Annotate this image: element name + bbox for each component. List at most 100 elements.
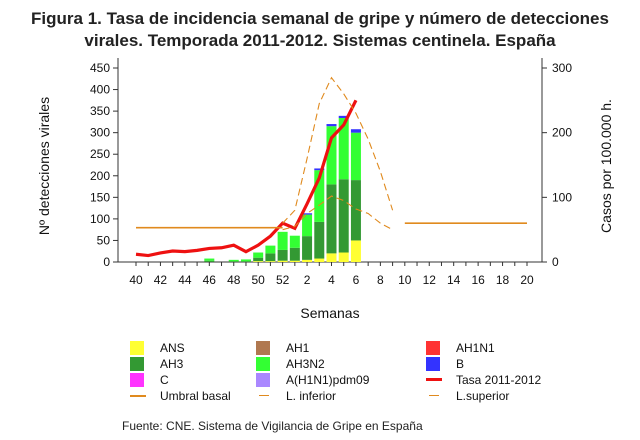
bar-segment-ah3 bbox=[265, 253, 276, 262]
legend-line-swatch bbox=[426, 378, 442, 381]
x-tick-label: 44 bbox=[178, 273, 192, 287]
legend-label: L.superior bbox=[456, 389, 510, 403]
bar-segment-b bbox=[326, 124, 337, 127]
bar-segment-ans bbox=[326, 253, 337, 262]
x-tick-label: 48 bbox=[227, 273, 241, 287]
bar-segment-ah3n2 bbox=[277, 231, 288, 250]
bar-segment-ah3n2 bbox=[338, 118, 349, 180]
legend-swatch bbox=[426, 357, 440, 371]
legend-swatch bbox=[130, 341, 144, 355]
bar-segment-ah3n2 bbox=[350, 132, 361, 181]
y-left-tick-label: 200 bbox=[90, 169, 110, 183]
x-tick-label: 8 bbox=[377, 273, 384, 287]
y-left-tick-label: 350 bbox=[90, 104, 110, 118]
bar-segment-ah3n2 bbox=[228, 259, 239, 262]
legend-label: AH1 bbox=[286, 341, 310, 355]
bar-segment-ah3 bbox=[338, 179, 349, 253]
title-line-2: virales. Temporada 2011-2012. Sistemas c… bbox=[84, 31, 556, 50]
bar-segment-ah3n2 bbox=[289, 235, 300, 248]
legend-label: A(H1N1)pdm09 bbox=[286, 373, 370, 387]
bar-segment-ah3 bbox=[289, 247, 300, 261]
bar-segment-ah3n2 bbox=[302, 214, 313, 237]
x-tick-label: 4 bbox=[328, 273, 335, 287]
legend-swatch bbox=[256, 341, 270, 355]
bar-segment-ans bbox=[302, 259, 313, 262]
x-tick-label: 50 bbox=[252, 273, 266, 287]
legend-label: AH3N2 bbox=[286, 357, 325, 371]
legend-label: AH1N1 bbox=[456, 341, 495, 355]
x-tick-label: 12 bbox=[423, 273, 437, 287]
x-tick-label: 14 bbox=[447, 273, 461, 287]
y-left-tick-label: 150 bbox=[90, 190, 110, 204]
chart-title: Figura 1. Tasa de incidencia semanal de … bbox=[0, 8, 640, 52]
y-axis-title-left: Nº detecciones virales bbox=[36, 97, 52, 235]
line-l--inferior bbox=[282, 195, 393, 231]
bar-segment-ans bbox=[253, 261, 264, 262]
bar-segment-b bbox=[350, 129, 361, 133]
y-left-tick-label: 300 bbox=[90, 126, 110, 140]
y-right-tick-label: 300 bbox=[552, 61, 572, 75]
bar-segment-ah3 bbox=[204, 260, 215, 262]
bar-segment-ans bbox=[350, 240, 361, 262]
legend-line-swatch bbox=[429, 395, 439, 396]
source-note: Fuente: CNE. Sistema de Vigilancia de Gr… bbox=[122, 419, 423, 433]
y-left-tick-label: 0 bbox=[103, 255, 110, 269]
legend-label: B bbox=[456, 357, 465, 371]
bar-segment-ah3 bbox=[326, 184, 337, 254]
x-tick-label: 40 bbox=[129, 273, 143, 287]
x-axis-title: Semanas bbox=[300, 305, 359, 321]
x-tick-label: 16 bbox=[471, 273, 485, 287]
bar-segment-b bbox=[302, 213, 313, 215]
legend-line-swatch bbox=[130, 395, 146, 397]
y-left-tick-label: 250 bbox=[90, 147, 110, 161]
bar-segment-ah3 bbox=[314, 221, 325, 259]
y-left-tick-label: 400 bbox=[90, 83, 110, 97]
x-tick-label: 10 bbox=[398, 273, 412, 287]
legend-swatch bbox=[130, 357, 144, 371]
x-tick-label: 46 bbox=[203, 273, 217, 287]
bar-segment-ans bbox=[277, 260, 288, 262]
bar-segment-ah3 bbox=[350, 180, 361, 241]
legend-label: Umbral basal bbox=[160, 389, 231, 403]
x-tick-label: 18 bbox=[496, 273, 510, 287]
bar-segment-ah3n2 bbox=[314, 170, 325, 222]
line-tasa-2011-2012 bbox=[135, 99, 358, 258]
legend-label: ANS bbox=[160, 341, 185, 355]
bar-segment-ah3n2 bbox=[253, 252, 264, 258]
x-tick-label: 2 bbox=[304, 273, 311, 287]
y-left-tick-label: 50 bbox=[97, 233, 111, 247]
x-tick-label: 52 bbox=[276, 273, 290, 287]
y-right-tick-label: 100 bbox=[552, 190, 572, 204]
bar-segment-b bbox=[314, 168, 325, 171]
legend-label: Tasa 2011-2012 bbox=[456, 373, 542, 387]
bar-segment-ans bbox=[314, 258, 325, 262]
y-axis-title-right: Casos por 100.000 h. bbox=[598, 99, 614, 233]
bar-segment-ah3 bbox=[302, 236, 313, 260]
x-tick-label: 20 bbox=[520, 273, 534, 287]
legend-line-swatch bbox=[259, 395, 269, 396]
bar-segment-ah3 bbox=[240, 261, 251, 262]
x-tick-label: 6 bbox=[353, 273, 360, 287]
legend-swatch bbox=[256, 373, 270, 387]
bar-segment-ah3 bbox=[228, 261, 239, 262]
legend-label: C bbox=[160, 373, 169, 387]
legend-swatch bbox=[256, 357, 270, 371]
line-l-superior bbox=[282, 76, 394, 224]
x-tick-label: 42 bbox=[154, 273, 168, 287]
y-right-tick-label: 0 bbox=[552, 255, 559, 269]
title-line-1: Figura 1. Tasa de incidencia semanal de … bbox=[31, 9, 609, 28]
bar-segment-ah3 bbox=[253, 257, 264, 262]
legend-label: L. inferior bbox=[286, 389, 337, 403]
y-right-tick-label: 200 bbox=[552, 126, 572, 140]
bar-segment-ah3 bbox=[277, 249, 288, 261]
bar-segment-b bbox=[338, 115, 349, 119]
y-left-tick-label: 450 bbox=[90, 61, 110, 75]
bar-segment-ans bbox=[289, 260, 300, 262]
bar-segment-ans bbox=[265, 261, 276, 262]
bar-segment-ah3n2 bbox=[240, 259, 251, 262]
bar-segment-ah3n2 bbox=[326, 126, 337, 185]
bar-segment-ans bbox=[338, 252, 349, 262]
bar-segment-ah3n2 bbox=[204, 258, 215, 261]
legend-swatch bbox=[426, 341, 440, 355]
